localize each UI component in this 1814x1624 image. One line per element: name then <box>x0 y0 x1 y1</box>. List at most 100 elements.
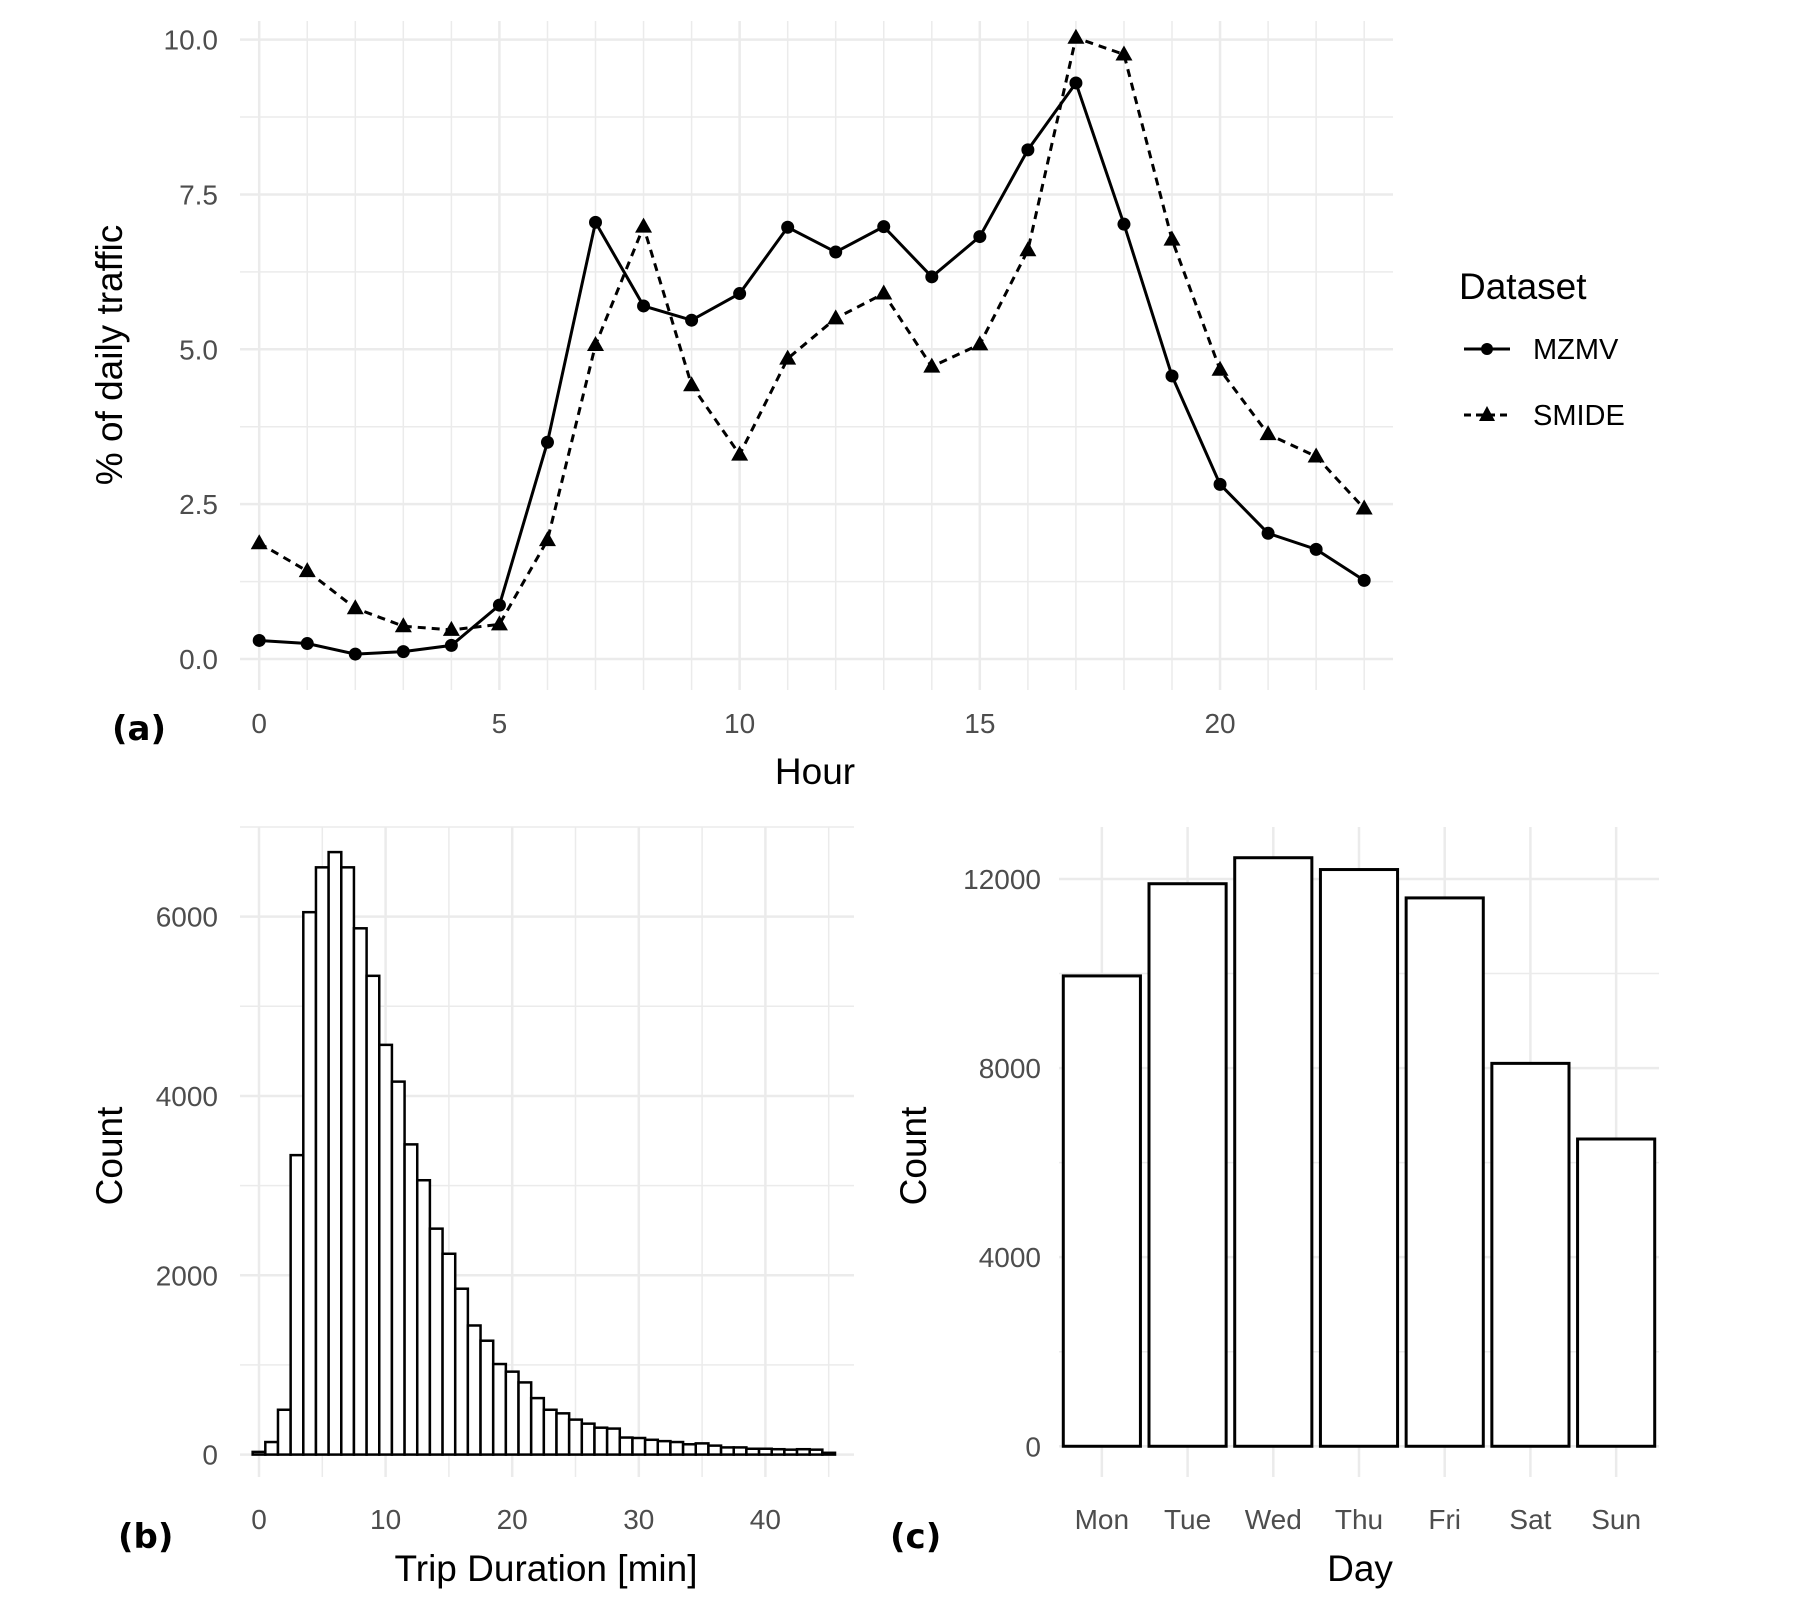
y-tick-label: 2000 <box>156 1260 218 1291</box>
histogram-bar <box>441 1252 457 1456</box>
histogram-bar <box>403 1143 419 1456</box>
data-point-circle <box>540 435 554 449</box>
legend-triangle-marker-icon <box>1479 406 1495 421</box>
histogram-bar <box>289 1153 305 1456</box>
data-point-triangle <box>1115 45 1133 61</box>
data-point-circle <box>1213 477 1227 491</box>
data-point-circle <box>300 637 314 651</box>
data-point-circle <box>877 220 891 234</box>
data-point-triangle <box>442 620 460 636</box>
data-point-circle <box>492 598 506 612</box>
panel-b-y-axis-title: Count <box>89 1106 130 1205</box>
data-point-circle <box>1165 369 1179 383</box>
data-point-circle <box>925 270 939 284</box>
legend-label-smide: SMIDE <box>1533 400 1625 432</box>
data-point-triangle <box>635 217 653 233</box>
data-point-circle <box>1117 217 1131 231</box>
histogram-bar <box>732 1446 748 1456</box>
x-tick-label: Fri <box>1428 1504 1461 1535</box>
panel-a-series <box>250 28 1373 661</box>
data-point-triangle <box>1259 425 1277 441</box>
panel-b-histogram: 0 2000 4000 6000 0 10 20 30 40 Trip Duration [m… <box>89 826 854 1589</box>
histogram-bar <box>694 1442 710 1456</box>
y-tick-label: 0 <box>202 1440 218 1471</box>
x-tick-label: 10 <box>370 1504 401 1535</box>
histogram-bar <box>415 1178 432 1456</box>
bar-sun <box>1576 1137 1657 1448</box>
histogram-bar <box>378 1043 394 1456</box>
data-point-circle <box>589 215 603 229</box>
data-point-circle <box>348 647 362 661</box>
data-point-circle <box>781 220 795 234</box>
y-tick-label: 4000 <box>156 1081 218 1112</box>
series-line <box>258 35 1366 632</box>
data-point-triangle <box>875 284 893 300</box>
histogram-bar <box>327 850 343 1456</box>
panel-a-y-axis-title: % of daily traffic <box>89 225 130 485</box>
y-tick-label: 7.5 <box>179 179 218 210</box>
y-tick-label: 12000 <box>963 864 1041 895</box>
x-tick-label: Mon <box>1075 1504 1129 1535</box>
y-tick-label: 8000 <box>979 1053 1041 1084</box>
bar-tue <box>1147 882 1228 1448</box>
histogram-bar <box>783 1448 799 1456</box>
histogram-bar <box>302 910 318 1456</box>
panel-c-label: (c) <box>890 1517 941 1557</box>
data-point-triangle <box>346 599 364 615</box>
histogram-bar <box>707 1444 723 1456</box>
legend-label-mzmv: MZMV <box>1533 334 1619 366</box>
data-point-circle <box>829 245 843 259</box>
histogram-bar <box>795 1447 811 1456</box>
data-point-circle <box>1309 542 1323 556</box>
histogram-bar <box>681 1443 698 1456</box>
histogram-bar <box>605 1427 622 1456</box>
data-point-triangle <box>1211 360 1229 376</box>
x-tick-label: Sat <box>1509 1504 1551 1535</box>
x-tick-label: 0 <box>251 708 267 739</box>
histogram-bar <box>631 1436 647 1456</box>
series-line <box>259 79 1365 656</box>
histogram-bar <box>340 866 356 1456</box>
data-point-triangle <box>250 534 268 550</box>
x-tick-label: 0 <box>251 1504 267 1535</box>
panel-b-x-ticks: 0 10 20 30 40 <box>251 1504 781 1535</box>
series-mzmv <box>252 76 1371 661</box>
data-point-circle <box>396 645 410 659</box>
x-tick-label: Thu <box>1335 1504 1383 1535</box>
bar-thu <box>1318 868 1400 1448</box>
histogram-bar <box>529 1396 546 1456</box>
x-tick-label: Sun <box>1591 1504 1641 1535</box>
y-tick-label: 6000 <box>156 902 218 933</box>
histogram-bar <box>352 927 368 1456</box>
histogram-bar <box>745 1447 761 1456</box>
histogram-bar <box>555 1412 571 1456</box>
series-smide <box>250 28 1373 636</box>
histogram-bar <box>365 974 381 1456</box>
panel-c-x-axis-title: Day <box>1327 1548 1393 1589</box>
histogram-bar <box>821 1451 837 1456</box>
panel-a-gridlines <box>240 21 1393 690</box>
histogram-bar <box>656 1439 672 1456</box>
histogram-bar <box>542 1408 558 1456</box>
y-tick-label: 5.0 <box>179 334 218 365</box>
data-point-circle <box>637 299 651 313</box>
bar-mon <box>1061 974 1142 1448</box>
data-point-triangle <box>683 376 701 392</box>
data-point-triangle <box>538 531 556 547</box>
legend-title: Dataset <box>1459 266 1587 307</box>
data-point-triangle <box>1067 28 1085 44</box>
legend: Dataset MZMV SMIDE <box>1459 266 1625 432</box>
histogram-bar <box>567 1418 584 1456</box>
panel-c-y-ticks: 0 4000 8000 12000 <box>963 864 1041 1462</box>
histogram-bar <box>276 1408 292 1456</box>
histogram-bar <box>517 1381 533 1456</box>
x-tick-label: 40 <box>750 1504 781 1535</box>
histogram-bar <box>491 1362 508 1456</box>
x-tick-label: 30 <box>623 1504 654 1535</box>
y-tick-label: 10.0 <box>164 25 219 56</box>
histogram-bar <box>264 1440 280 1456</box>
histogram-bar <box>466 1324 482 1456</box>
histogram-bar <box>808 1448 824 1456</box>
histogram-bar <box>643 1438 660 1456</box>
